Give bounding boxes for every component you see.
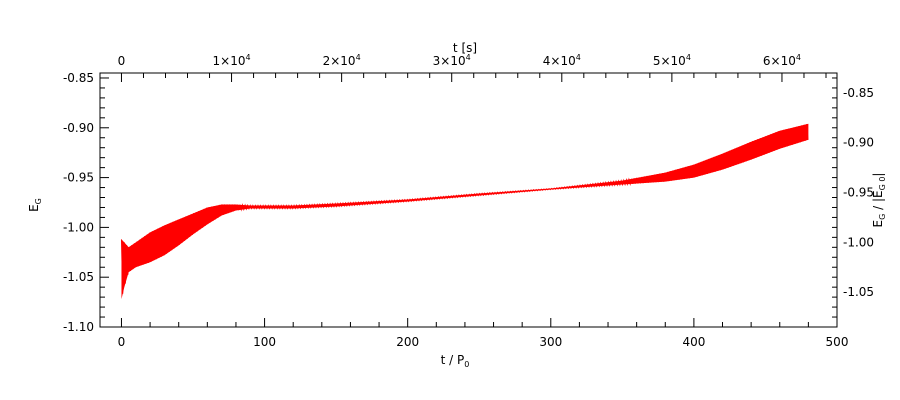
y2-tick-label: -0.85 [843,86,874,100]
series-envelope [121,123,809,300]
x-tick-label: 300 [539,335,562,349]
x2-tick-label: 1×104 [213,53,251,68]
series-line [120,124,809,294]
x2-axis-label: t [s] [453,41,477,55]
y2-tick-label: -1.00 [843,235,874,249]
x2-tick-label: 2×104 [323,53,361,68]
x2-tick-label: 4×104 [543,53,581,68]
x2-tick-label: 0 [118,54,126,68]
y2-axis-label-sub2: G 0 [878,177,887,191]
x2-tick-label: 3×104 [433,53,471,68]
x-tick-label: 200 [396,335,419,349]
y-tick-label: -0.85 [63,71,94,85]
y2-tick-label: -0.90 [843,136,874,150]
x2-tick-label: 5×104 [653,53,691,68]
y-axis-label-subscript: G [34,198,43,204]
y2-tick-label: -0.95 [843,186,874,200]
y-tick-label: -1.05 [63,270,94,284]
y2-tick-label: -1.05 [843,285,874,299]
x2-tick-label: 6×104 [763,53,801,68]
y2-axis-label: EG / |EG 0| [871,173,887,228]
plot-area [120,123,809,300]
x-tick-label: 100 [253,335,276,349]
y2-axis-label-sub1: G [878,214,887,220]
y-tick-label: -1.10 [63,320,94,334]
y-axis-label: EG [27,198,43,212]
y-tick-label: -0.95 [63,171,94,185]
y-tick-label: -0.90 [63,121,94,135]
x-axis-label: t / P0 [441,353,470,369]
plot-frame [99,72,838,328]
y-tick-label: -1.00 [63,220,94,234]
x-tick-label: 500 [826,335,849,349]
x-tick-label: 400 [682,335,705,349]
axes: 0 100 200 300 400 500 0 1×104 2×104 3×104 4×104 5×1… [63,53,874,349]
x-axis-label-subscript: 0 [464,360,469,369]
x-tick-label: 0 [118,335,126,349]
